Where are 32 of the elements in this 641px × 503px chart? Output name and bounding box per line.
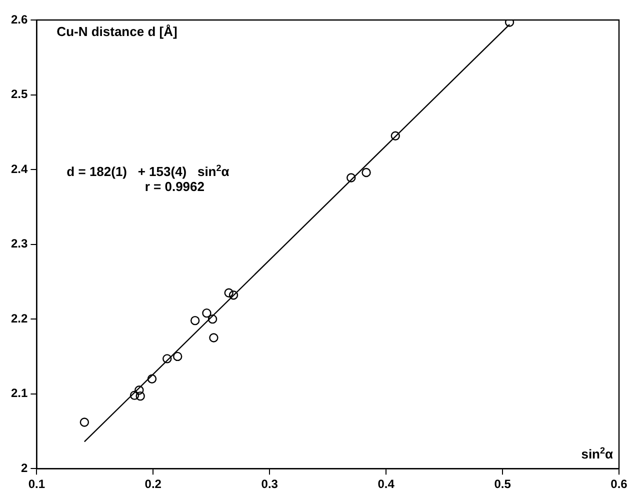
- point: [228, 290, 238, 300]
- y-tick-label: 2.5: [10, 87, 28, 102]
- y-axis-title: Cu-N distance d [Å]: [56, 24, 178, 39]
- x-tick-label: 0.3: [261, 477, 278, 492]
- point: [202, 308, 212, 318]
- x-tick-label: 0.6: [610, 477, 628, 492]
- point: [162, 354, 172, 364]
- y-tick-label: 2.1: [10, 386, 28, 400]
- y-tick-label: 2: [20, 460, 28, 475]
- y-tick-label: 2.3: [10, 236, 28, 251]
- point: [208, 314, 218, 324]
- point: [80, 418, 90, 427]
- x-tick-label: 0.1: [28, 477, 46, 492]
- point: [504, 20, 514, 27]
- y-tick-label: 2.2: [10, 311, 28, 326]
- y-tick-label: 2.6: [10, 12, 28, 26]
- x-tick-label: 0.4: [378, 477, 395, 492]
- x-tick-label: 0.5: [494, 477, 512, 492]
- point: [346, 173, 356, 182]
- annotation: r = 0.9962: [144, 179, 205, 194]
- x-tick-label: 0.2: [144, 477, 162, 492]
- point: [362, 168, 371, 178]
- point: [390, 131, 400, 140]
- point: [130, 390, 140, 400]
- point: [147, 374, 157, 384]
- y-tick-label: 2.4: [10, 162, 28, 176]
- point: [224, 288, 234, 298]
- point: [136, 391, 145, 401]
- point: [173, 352, 182, 362]
- point: [209, 333, 218, 342]
- point: [134, 385, 144, 395]
- point: [190, 316, 200, 326]
